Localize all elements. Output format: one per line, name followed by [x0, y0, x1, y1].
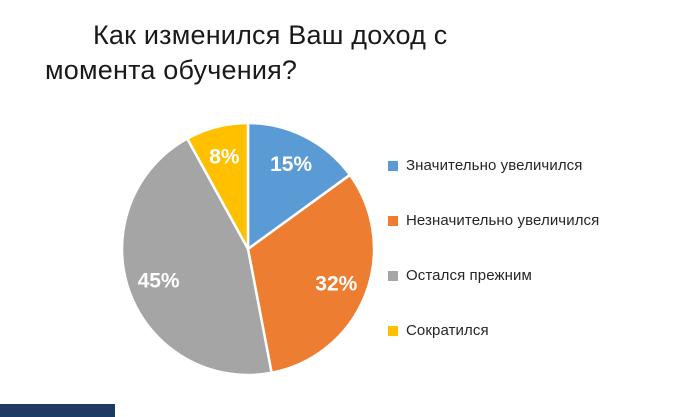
legend-swatch-icon [388, 270, 398, 281]
pie-data-label-3: 45% [138, 270, 180, 293]
legend-swatch-icon [388, 160, 398, 171]
legend-label: Остался прежним [406, 267, 532, 284]
pie-slice-3 [120, 137, 273, 377]
legend-swatch-icon [388, 215, 398, 226]
pie-chart: 15% 32% 45% 8% [120, 121, 376, 377]
legend-label: Значительно увеличился [406, 157, 583, 174]
pie-slice-4 [186, 121, 250, 251]
legend-label: Сократился [406, 322, 489, 339]
legend-item-3: Остался прежним [388, 248, 688, 303]
legend-item-4: Сократился [388, 303, 688, 358]
pie-slice-2 [246, 173, 376, 375]
legend-label: Незначительно увеличился [406, 212, 600, 229]
legend-swatch-icon [388, 325, 398, 336]
pie-data-label-1: 15% [270, 153, 312, 176]
legend-item-2: Незначительно увеличился [388, 193, 688, 248]
legend: Значительно увеличился Незначительно увел… [388, 138, 688, 358]
chart-title-line2: момента обучения? [45, 55, 298, 85]
pie-data-label-2: 32% [315, 273, 357, 296]
chart-title: Как изменился Ваш доход с момента обучен… [45, 18, 515, 88]
chart-title-line1: Как изменился Ваш доход с [93, 20, 448, 50]
pie-slice-1 [246, 121, 352, 251]
pie-data-label-4: 8% [209, 146, 240, 169]
cropped-content-fragment [0, 404, 115, 417]
legend-item-1: Значительно увеличился [388, 138, 688, 193]
